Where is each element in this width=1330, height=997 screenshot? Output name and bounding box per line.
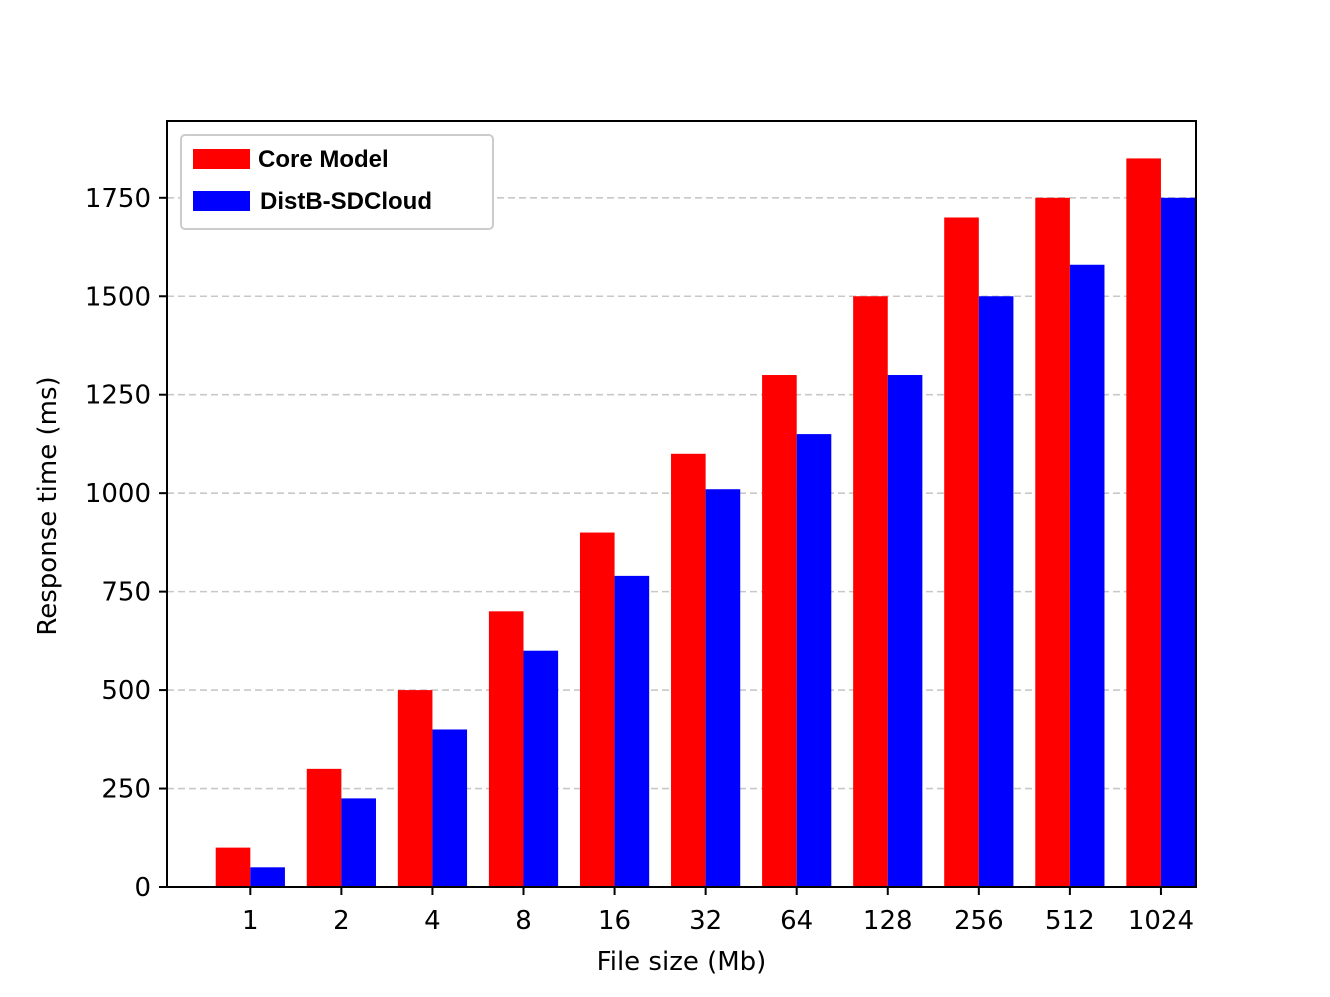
y-axis-title: Response time (ms)	[33, 376, 63, 635]
bar-distb-sdcloud-256	[978, 296, 1014, 887]
x-tick-label: 1024	[1128, 906, 1194, 936]
bar-distb-sdcloud-16	[614, 575, 650, 887]
x-tick-label: 8	[515, 906, 532, 936]
legend-box	[180, 134, 494, 230]
bar-distb-sdcloud-512	[1069, 264, 1105, 888]
bar-core-model-32	[671, 453, 706, 887]
y-tick-label: 0	[134, 873, 151, 903]
legend: Core Model DistB-SDCloud	[180, 134, 494, 230]
plot-frame	[166, 120, 1197, 888]
y-tick-label: 1750	[85, 184, 151, 214]
y-tick-label: 250	[101, 775, 151, 805]
bar-core-model-1024	[1126, 158, 1161, 887]
x-tick-label: 64	[780, 906, 813, 936]
y-tick-label: 1500	[85, 282, 151, 312]
y-tick-label: 750	[101, 578, 151, 608]
x-tick-label: 1	[242, 906, 259, 936]
y-axis: 0 250 500 750 1000 1250 1500 1750	[85, 184, 167, 903]
y-tick-label: 1250	[85, 381, 151, 411]
legend-swatch-core-model	[193, 149, 250, 169]
bar-core-model-2	[306, 768, 342, 887]
bar-core-model-1	[215, 847, 251, 887]
x-tick-label: 256	[954, 906, 1004, 936]
y-tick-label: 1000	[85, 479, 151, 509]
x-tick-label: 16	[598, 906, 631, 936]
legend-label-distb-sdcloud: DistB-SDCloud	[260, 188, 432, 215]
bar-core-model-128	[853, 296, 888, 887]
bar-distb-sdcloud-1024	[1160, 197, 1196, 887]
bar-distb-sdcloud-2	[341, 798, 376, 887]
bar-core-model-256	[944, 217, 979, 888]
legend-label-core-model: Core Model	[258, 146, 389, 173]
bar-distb-sdcloud-4	[432, 729, 468, 887]
bar-distb-sdcloud-8	[523, 650, 559, 887]
bar-core-model-8	[488, 611, 524, 887]
x-tick-label: 4	[424, 906, 441, 936]
bar-distb-sdcloud-32	[705, 489, 741, 887]
bar-core-model-16	[579, 532, 615, 887]
x-tick-label: 128	[863, 906, 913, 936]
bar-distb-sdcloud-1	[250, 867, 285, 887]
y-tick-label: 500	[101, 676, 151, 706]
x-tick-label: 512	[1045, 906, 1095, 936]
x-axis: 1 2 4 8 16 32 64 128 256 512 1024	[242, 887, 1194, 936]
bar-distb-sdcloud-128	[887, 375, 923, 887]
x-tick-label: 2	[333, 906, 350, 936]
legend-swatch-distb-sdcloud	[193, 191, 250, 211]
bar-core-model-512	[1035, 197, 1070, 887]
x-tick-label: 32	[689, 906, 722, 936]
bar-core-model-4	[397, 690, 433, 887]
x-axis-title: File size (Mb)	[597, 947, 767, 977]
bar-core-model-64	[762, 375, 797, 887]
bar-distb-sdcloud-64	[796, 434, 832, 887]
bars	[215, 158, 1196, 888]
